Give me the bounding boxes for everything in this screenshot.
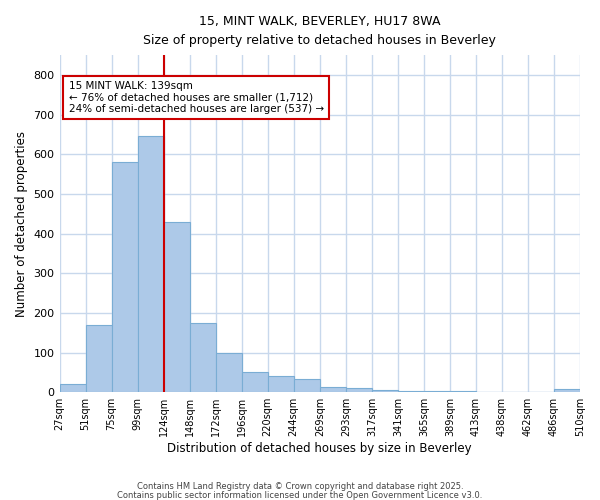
Text: Contains public sector information licensed under the Open Government Licence v3: Contains public sector information licen… — [118, 490, 482, 500]
Bar — [190, 323, 215, 392]
Bar — [242, 372, 268, 392]
Text: Contains HM Land Registry data © Crown copyright and database right 2025.: Contains HM Land Registry data © Crown c… — [137, 482, 463, 491]
Bar — [294, 379, 320, 392]
Bar — [554, 389, 580, 392]
Bar — [398, 391, 424, 392]
Bar — [112, 162, 137, 392]
Bar — [320, 387, 346, 392]
Y-axis label: Number of detached properties: Number of detached properties — [15, 130, 28, 316]
Bar — [424, 391, 450, 392]
Bar — [372, 390, 398, 392]
X-axis label: Distribution of detached houses by size in Beverley: Distribution of detached houses by size … — [167, 442, 472, 455]
Bar — [59, 384, 86, 392]
Bar — [268, 376, 294, 392]
Bar — [164, 222, 190, 392]
Bar — [215, 352, 242, 392]
Title: 15, MINT WALK, BEVERLEY, HU17 8WA
Size of property relative to detached houses i: 15, MINT WALK, BEVERLEY, HU17 8WA Size o… — [143, 15, 496, 47]
Bar — [86, 325, 112, 392]
Text: 15 MINT WALK: 139sqm
← 76% of detached houses are smaller (1,712)
24% of semi-de: 15 MINT WALK: 139sqm ← 76% of detached h… — [68, 81, 324, 114]
Bar — [346, 388, 372, 392]
Bar — [137, 136, 164, 392]
